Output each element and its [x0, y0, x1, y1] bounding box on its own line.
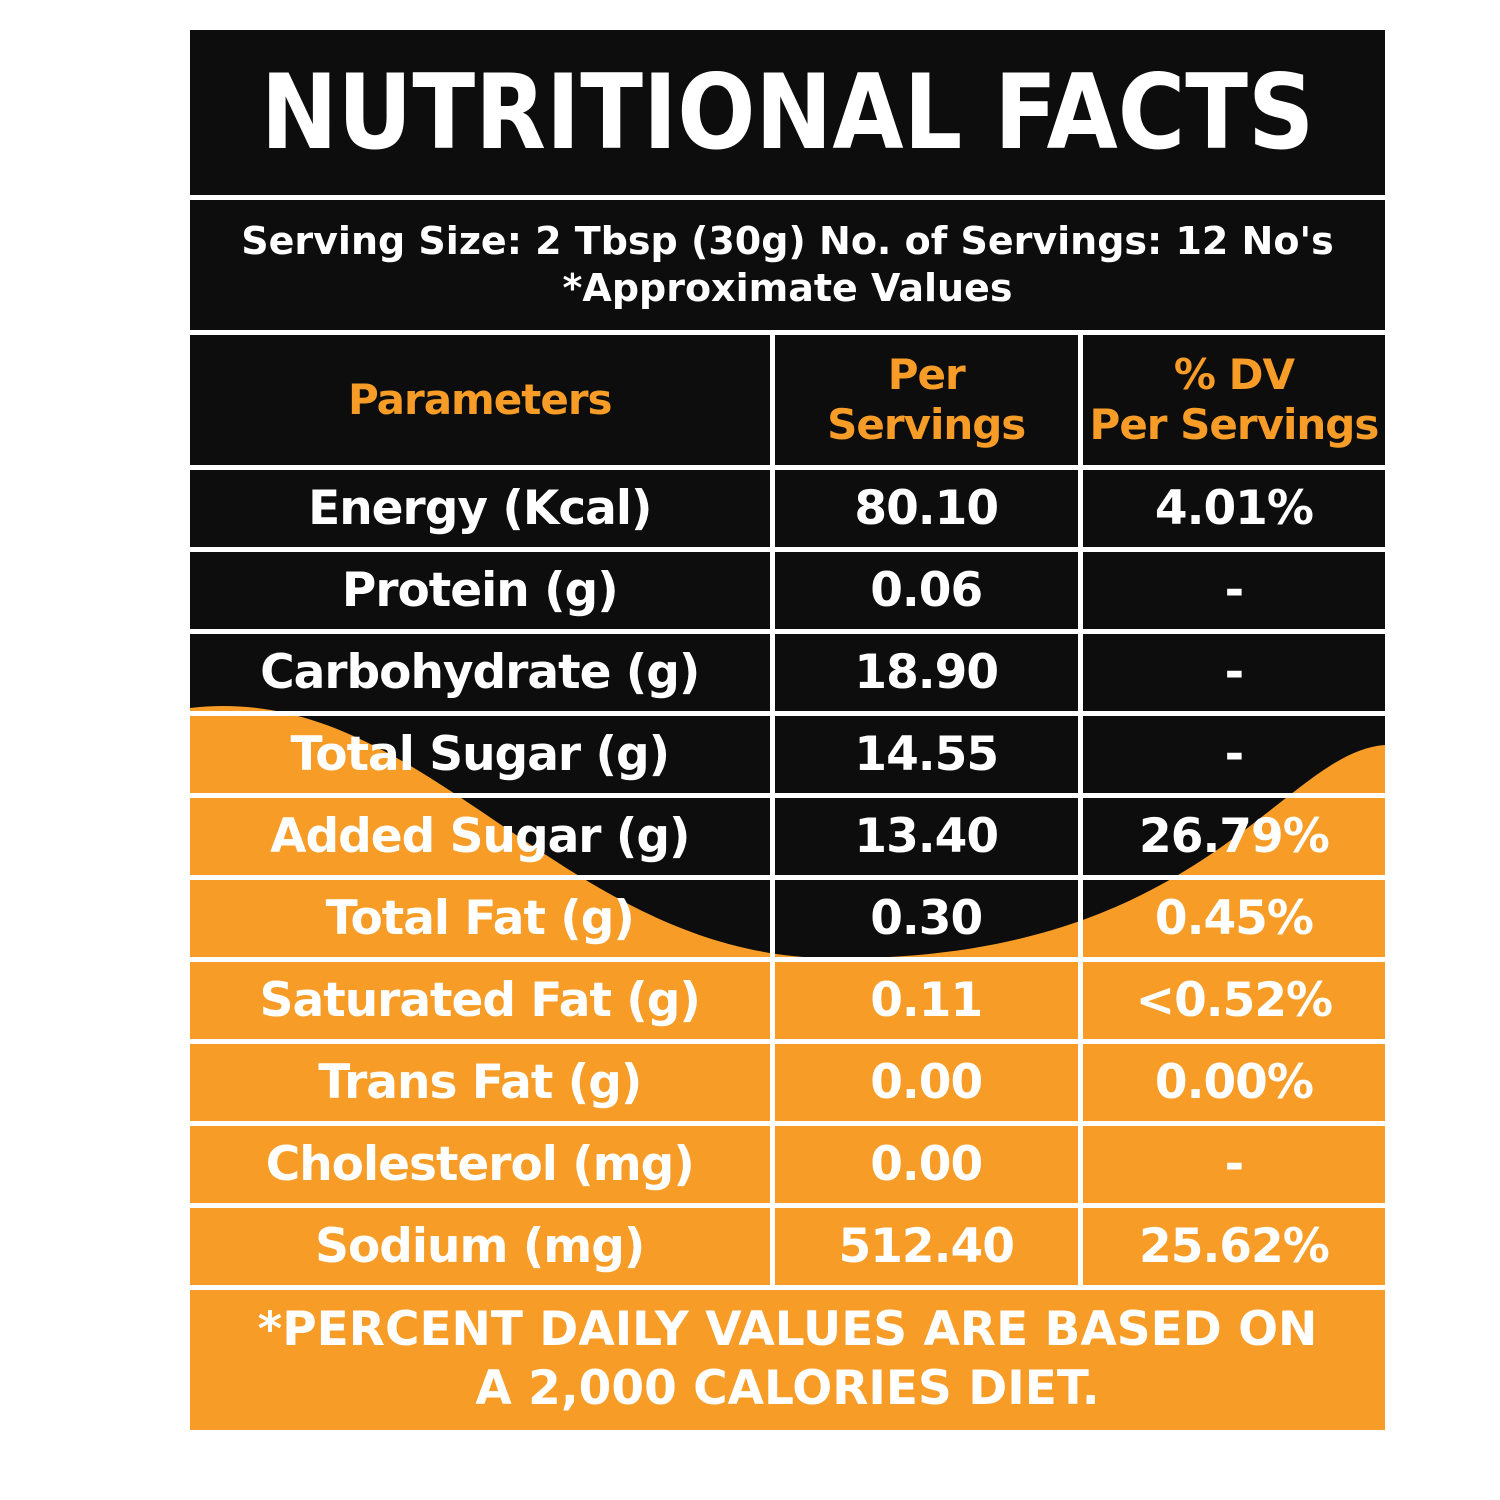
page-title: NUTRITIONAL FACTS [260, 52, 1315, 173]
serving-size-text: Serving Size: 2 Tbsp (30g) No. of Servin… [241, 218, 1334, 263]
parameter-label: Trans Fat (g) [318, 1055, 642, 1110]
column-header-dv-per-servings: % DV Per Servings [1077, 335, 1385, 465]
parameter-label: Added Sugar (g) [270, 809, 690, 864]
table-row-saturated-fat: Saturated Fat (g) 0.11 <0.52% [190, 957, 1385, 1039]
per-serving-value: 0.00 [769, 1044, 1078, 1121]
daily-values-disclaimer: *PERCENT DAILY VALUES ARE BASED ON A 2,0… [190, 1285, 1385, 1430]
table-row-trans-fat: Trans Fat (g) 0.00 0.00% [190, 1039, 1385, 1121]
table-row-energy: Energy (Kcal) 80.10 4.01% [190, 465, 1385, 547]
dv-value: - [1077, 634, 1385, 711]
parameter-label: Carbohydrate (g) [260, 645, 700, 700]
per-serving-value: 0.06 [769, 552, 1078, 629]
table-row-total-fat: Total Fat (g) 0.30 0.45% [190, 875, 1385, 957]
title-section: NUTRITIONAL FACTS [190, 30, 1385, 195]
dv-value: - [1077, 716, 1385, 793]
disclaimer-line-2: A 2,000 CALORIES DIET. [475, 1361, 1100, 1416]
per-serving-value: 18.90 [769, 634, 1078, 711]
per-serving-value: 80.10 [769, 470, 1078, 547]
per-serving-value: 14.55 [769, 716, 1078, 793]
serving-info-section: Serving Size: 2 Tbsp (30g) No. of Servin… [190, 195, 1385, 330]
black-wave-shape [190, 30, 1385, 959]
table-row-carbohydrate: Carbohydrate (g) 18.90 - [190, 629, 1385, 711]
per-serving-value: 0.00 [769, 1126, 1078, 1203]
parameter-label: Total Sugar (g) [290, 727, 670, 782]
per-serving-value: 512.40 [769, 1208, 1078, 1285]
column-header-parameters: Parameters [347, 374, 613, 424]
label-content: NUTRITIONAL FACTS Serving Size: 2 Tbsp (… [190, 30, 1385, 1430]
per-serving-value: 0.30 [769, 880, 1078, 957]
column-header-per-servings: Per Servings [769, 335, 1078, 465]
dv-value: 25.62% [1077, 1208, 1385, 1285]
dv-value: <0.52% [1077, 962, 1385, 1039]
table-row-added-sugar: Added Sugar (g) 13.40 26.79% [190, 793, 1385, 875]
parameter-label: Saturated Fat (g) [259, 973, 701, 1028]
per-serving-value: 0.11 [769, 962, 1078, 1039]
dv-value: 26.79% [1077, 798, 1385, 875]
nutrition-facts-label: NUTRITIONAL FACTS Serving Size: 2 Tbsp (… [185, 25, 1390, 1435]
dv-value: - [1077, 552, 1385, 629]
table-header-row: Parameters Per Servings % DV Per Serving… [190, 330, 1385, 465]
dv-value: - [1077, 1126, 1385, 1203]
wave-background [190, 30, 1385, 1430]
parameter-label: Total Fat (g) [325, 891, 635, 946]
disclaimer-line-1: *PERCENT DAILY VALUES ARE BASED ON [257, 1302, 1318, 1358]
table-row-cholesterol: Cholesterol (mg) 0.00 - [190, 1121, 1385, 1203]
table-row-protein: Protein (g) 0.06 - [190, 547, 1385, 629]
parameter-label: Sodium (mg) [315, 1219, 645, 1274]
dv-value: 4.01% [1077, 470, 1385, 547]
table-row-total-sugar: Total Sugar (g) 14.55 - [190, 711, 1385, 793]
per-serving-value: 13.40 [769, 798, 1078, 875]
parameter-label: Cholesterol (mg) [265, 1137, 695, 1192]
approximate-values-note: *Approximate Values [562, 266, 1013, 310]
parameter-label: Protein (g) [341, 563, 619, 618]
dv-value: 0.45% [1077, 880, 1385, 957]
parameter-label: Energy (Kcal) [308, 481, 652, 536]
table-row-sodium: Sodium (mg) 512.40 25.62% [190, 1203, 1385, 1285]
dv-value: 0.00% [1077, 1044, 1385, 1121]
